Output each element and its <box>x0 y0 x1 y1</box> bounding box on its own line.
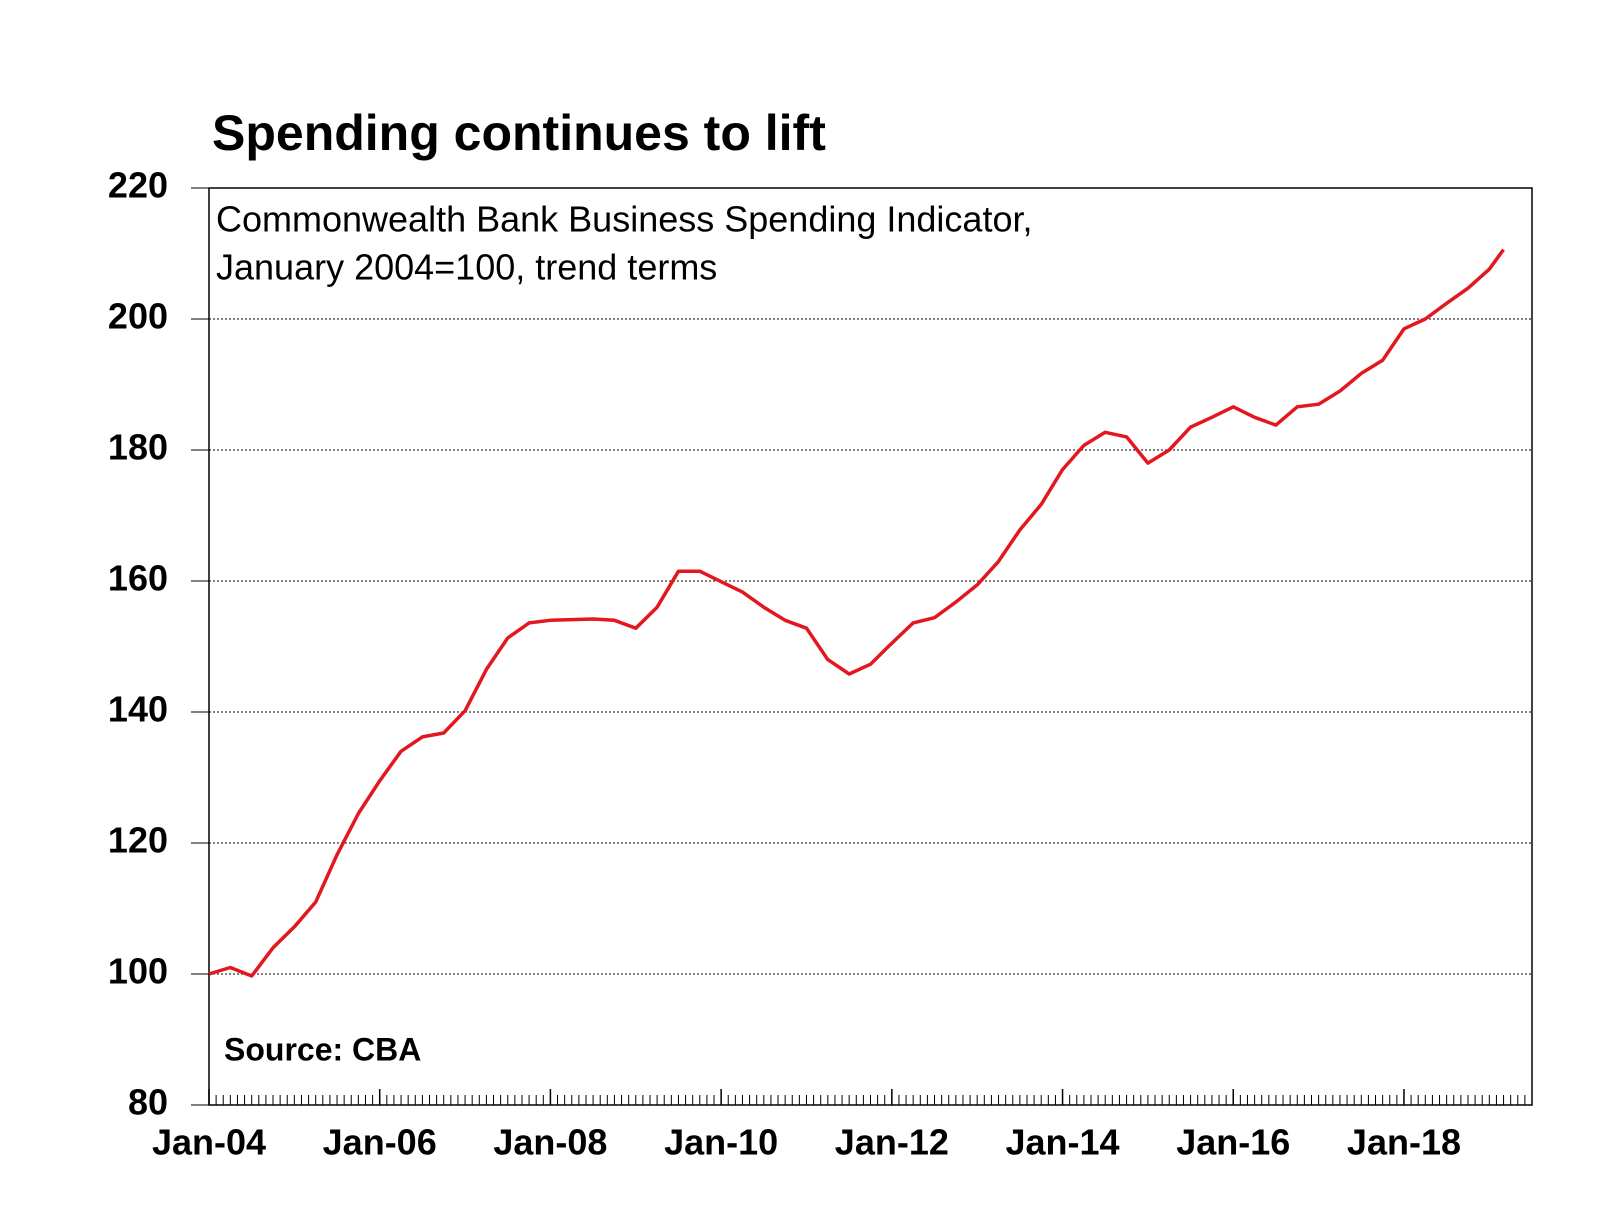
x-tick-label: Jan-04 <box>152 1122 266 1163</box>
x-tick-label: Jan-16 <box>1176 1122 1290 1163</box>
y-tick-label: 80 <box>128 1082 168 1123</box>
x-tick-label: Jan-10 <box>664 1122 778 1163</box>
chart-title: Spending continues to lift <box>212 105 826 161</box>
y-tick-label: 140 <box>108 689 168 730</box>
source-note: Source: CBA <box>224 1031 421 1067</box>
data-line <box>208 248 1505 978</box>
x-tick-label: Jan-08 <box>493 1122 607 1163</box>
y-tick-label: 160 <box>108 558 168 599</box>
x-tick-label: Jan-18 <box>1347 1122 1461 1163</box>
y-tick-label: 180 <box>108 427 168 468</box>
chart-subtitle: January 2004=100, trend terms <box>216 247 717 288</box>
plot-frame <box>208 187 1533 1106</box>
chart-subtitle: Commonwealth Bank Business Spending Indi… <box>216 199 1032 240</box>
x-tick-label: Jan-06 <box>323 1122 437 1163</box>
y-tick-label: 200 <box>108 296 168 337</box>
x-tick-label: Jan-14 <box>1006 1122 1120 1163</box>
y-tick-label: 120 <box>108 820 168 861</box>
y-tick-label: 220 <box>108 165 168 206</box>
x-tick-label: Jan-12 <box>835 1122 949 1163</box>
y-tick-label: 100 <box>108 951 168 992</box>
